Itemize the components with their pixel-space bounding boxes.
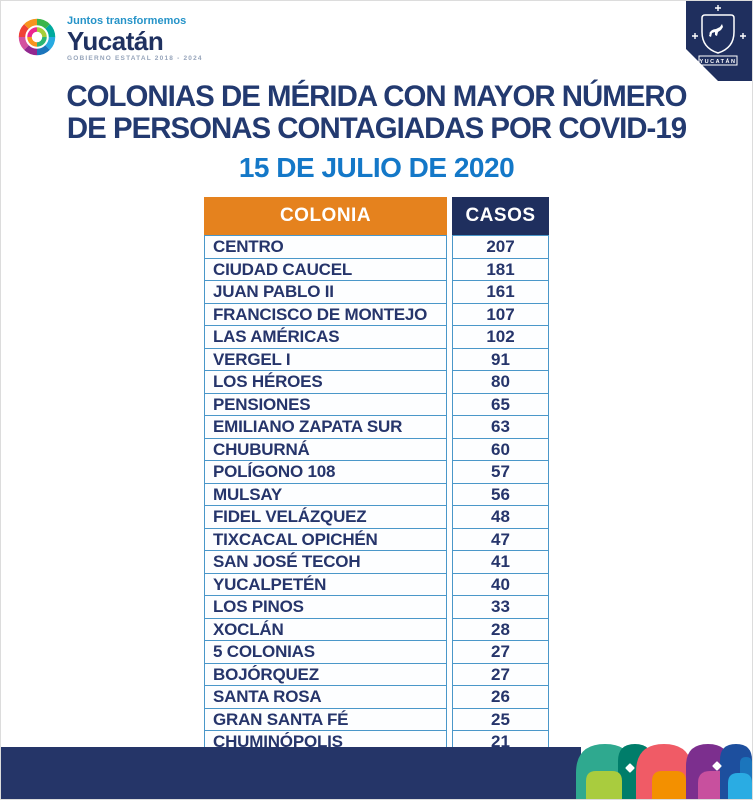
colonia-cell: JUAN PABLO II xyxy=(204,280,447,304)
shield-label: YUCATÁN xyxy=(700,58,737,65)
colonia-cell: MULSAY xyxy=(204,482,447,507)
footer-bar xyxy=(1,747,581,799)
report-date: 15 DE JULIO DE 2020 xyxy=(238,152,515,183)
casos-cell: 57 xyxy=(452,460,549,484)
colonia-cell: POLÍGONO 108 xyxy=(204,460,447,484)
casos-cell: 26 xyxy=(452,685,549,709)
colonia-column-header: COLONIA xyxy=(204,197,447,235)
casos-cell: 80 xyxy=(452,370,549,394)
casos-cell: 47 xyxy=(452,527,549,552)
title-block: COLONIAS DE MÉRIDA CON MAYOR NÚMERO DE P… xyxy=(1,1,752,184)
brand-tagline: Juntos transformemos xyxy=(67,15,187,28)
casos-cell: 27 xyxy=(452,640,549,664)
colonia-cell: PENSIONES xyxy=(204,392,447,417)
colonia-cell: LOS HÉROES xyxy=(204,370,447,394)
colonia-cell: CENTRO xyxy=(204,235,447,259)
colonia-cell: GRAN SANTA FÉ xyxy=(204,707,447,732)
page-title-line1: COLONIAS DE MÉRIDA CON MAYOR NÚMERO xyxy=(66,80,687,113)
brand-subline: GOBIERNO ESTATAL 2018 - 2024 xyxy=(67,55,203,63)
casos-cell: 27 xyxy=(452,662,549,687)
colonia-cell: CIUDAD CAUCEL xyxy=(204,257,447,282)
colonia-cell: LAS AMÉRICAS xyxy=(204,325,447,349)
casos-column: CASOS 207 181 161 107 102 91 80 65 63 60 57 56 48 47 4… xyxy=(452,197,549,754)
casos-cell: 91 xyxy=(452,347,549,372)
colonia-column-cells: CENTRO CIUDAD CAUCEL JUAN PABLO II FRANCISC… xyxy=(204,235,447,754)
colonia-cell: EMILIANO ZAPATA SUR xyxy=(204,415,447,439)
colonia-cell: TIXCACAL OPICHÉN xyxy=(204,527,447,552)
colonia-cell: SANTA ROSA xyxy=(204,685,447,709)
casos-cell: 181 xyxy=(452,257,549,282)
colonia-cell: YUCALPETÉN xyxy=(204,572,447,597)
casos-cell: 41 xyxy=(452,550,549,574)
colonia-cell: BOJÓRQUEZ xyxy=(204,662,447,687)
casos-cell: 48 xyxy=(452,505,549,529)
brand-text: Juntos transformemos Yucatán GOBIERNO ES… xyxy=(67,16,203,63)
shield-icon: YUCATÁN xyxy=(686,1,752,81)
casos-cell: 102 xyxy=(452,325,549,349)
colonia-cell: FRANCISCO DE MONTEJO xyxy=(204,302,447,327)
casos-column-cells: 207 181 161 107 102 91 80 65 63 60 57 56 48 47 41 40 33 2… xyxy=(452,235,549,754)
government-logo: Juntos transformemos Yucatán GOBIERNO ES… xyxy=(13,13,203,66)
casos-cell: 107 xyxy=(452,302,549,327)
casos-cell: 28 xyxy=(452,617,549,642)
casos-cell: 40 xyxy=(452,572,549,597)
casos-cell: 161 xyxy=(452,280,549,304)
yucatan-pinwheel-icon xyxy=(13,13,61,66)
colonia-cell: 5 COLONIAS xyxy=(204,640,447,664)
cases-table: COLONIA CENTRO CIUDAD CAUCEL JUAN PABLO II… xyxy=(204,197,549,754)
casos-cell: 60 xyxy=(452,437,549,462)
brand-name: Yucatán xyxy=(67,26,164,57)
footer-arches-pattern-icon xyxy=(574,739,752,799)
casos-cell: 63 xyxy=(452,415,549,439)
colonia-cell: SAN JOSÉ TECOH xyxy=(204,550,447,574)
casos-cell: 207 xyxy=(452,235,549,259)
casos-cell: 65 xyxy=(452,392,549,417)
colonia-cell: LOS PINOS xyxy=(204,595,447,619)
colonia-cell: FIDEL VELÁZQUEZ xyxy=(204,505,447,529)
casos-column-header: CASOS xyxy=(452,197,549,235)
casos-cell: 25 xyxy=(452,707,549,732)
page-title-line2: DE PERSONAS CONTAGIADAS POR COVID-19 xyxy=(66,112,687,145)
casos-cell: 33 xyxy=(452,595,549,619)
colonia-column: COLONIA CENTRO CIUDAD CAUCEL JUAN PABLO II… xyxy=(204,197,447,754)
casos-cell: 56 xyxy=(452,482,549,507)
colonia-cell: XOCLÁN xyxy=(204,617,447,642)
colonia-cell: CHUBURNÁ xyxy=(204,437,447,462)
yucatan-shield-badge: YUCATÁN xyxy=(686,1,752,81)
colonia-cell: VERGEL I xyxy=(204,347,447,372)
